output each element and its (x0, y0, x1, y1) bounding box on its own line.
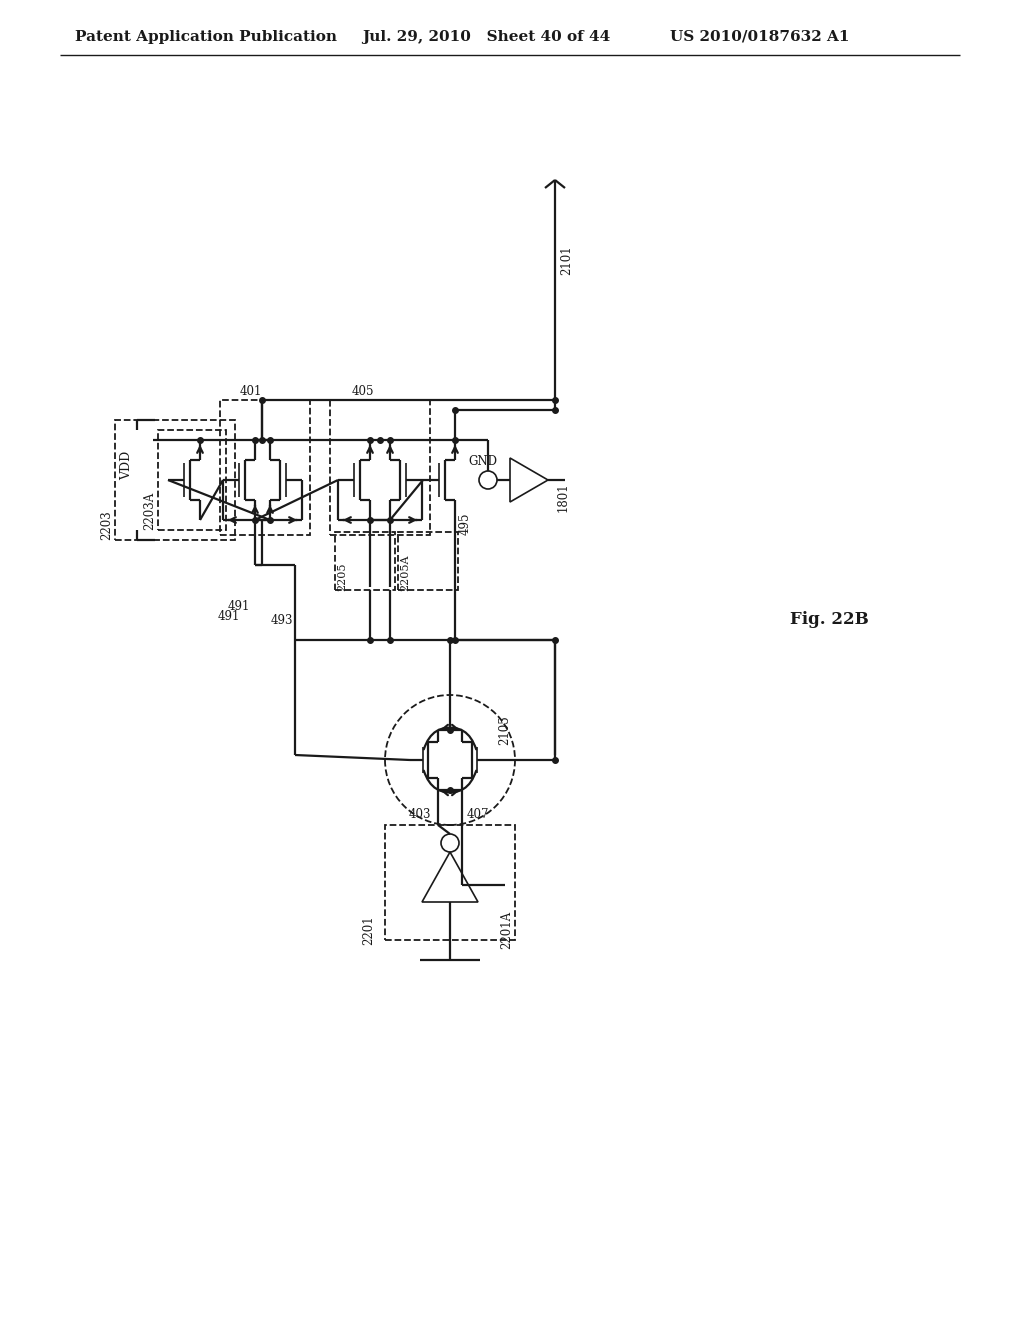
Bar (385, 825, 515, 940)
Text: 2201: 2201 (362, 915, 375, 945)
Bar (335, 532, 395, 590)
Bar (398, 532, 458, 590)
Text: US 2010/0187632 A1: US 2010/0187632 A1 (670, 30, 850, 44)
Text: 2203: 2203 (100, 511, 113, 540)
Text: 1801: 1801 (557, 482, 570, 512)
Text: 491: 491 (227, 601, 250, 612)
Text: 495: 495 (459, 512, 472, 535)
Text: 401: 401 (240, 385, 262, 399)
Bar (115, 420, 234, 540)
Text: 491: 491 (218, 610, 240, 623)
Text: GND: GND (469, 455, 498, 469)
Text: Jul. 29, 2010   Sheet 40 of 44: Jul. 29, 2010 Sheet 40 of 44 (362, 30, 610, 44)
Bar (158, 430, 226, 531)
Text: 493: 493 (270, 614, 293, 627)
Text: Fig. 22B: Fig. 22B (790, 611, 868, 628)
Text: 2203A: 2203A (143, 492, 156, 531)
Text: 2101: 2101 (560, 246, 573, 275)
Text: 2205: 2205 (337, 562, 347, 591)
Bar (330, 400, 430, 535)
Bar (220, 400, 310, 535)
Text: 2205A: 2205A (400, 554, 410, 591)
Text: 405: 405 (352, 385, 375, 399)
Text: 407: 407 (467, 808, 489, 821)
Text: 403: 403 (409, 808, 431, 821)
Text: VDD: VDD (121, 450, 133, 479)
Text: 2105: 2105 (498, 715, 511, 744)
Text: 2201A: 2201A (500, 911, 513, 949)
Text: Patent Application Publication: Patent Application Publication (75, 30, 337, 44)
